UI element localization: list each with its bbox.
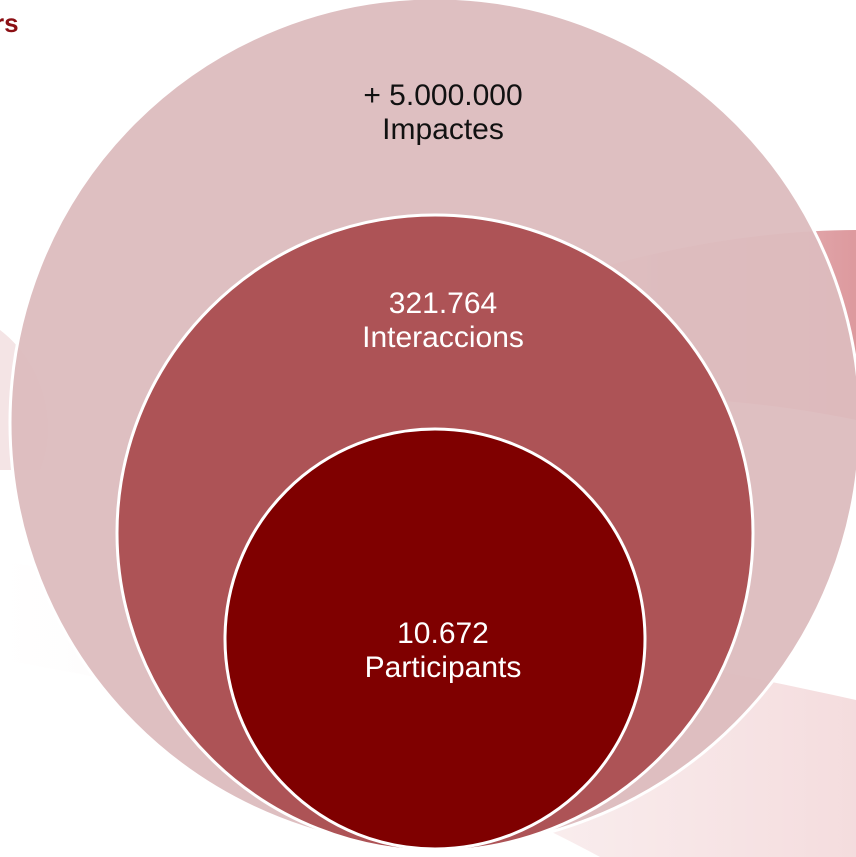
inner-circle	[223, 427, 647, 851]
outer-circle-label: + 5.000.000 Impactes	[293, 79, 593, 147]
participants-value: 10.672	[397, 617, 489, 650]
title-fragment: rs	[0, 8, 19, 38]
impactes-label: Impactes	[382, 113, 504, 146]
interaccions-value: 321.764	[388, 287, 498, 320]
impactes-value: + 5.000.000	[363, 79, 523, 112]
interaccions-label: Interaccions	[362, 321, 524, 354]
inner-circle-label: 10.672 Participants	[293, 617, 593, 685]
participants-label: Participants	[364, 651, 522, 684]
middle-circle-label: 321.764 Interaccions	[293, 287, 593, 355]
